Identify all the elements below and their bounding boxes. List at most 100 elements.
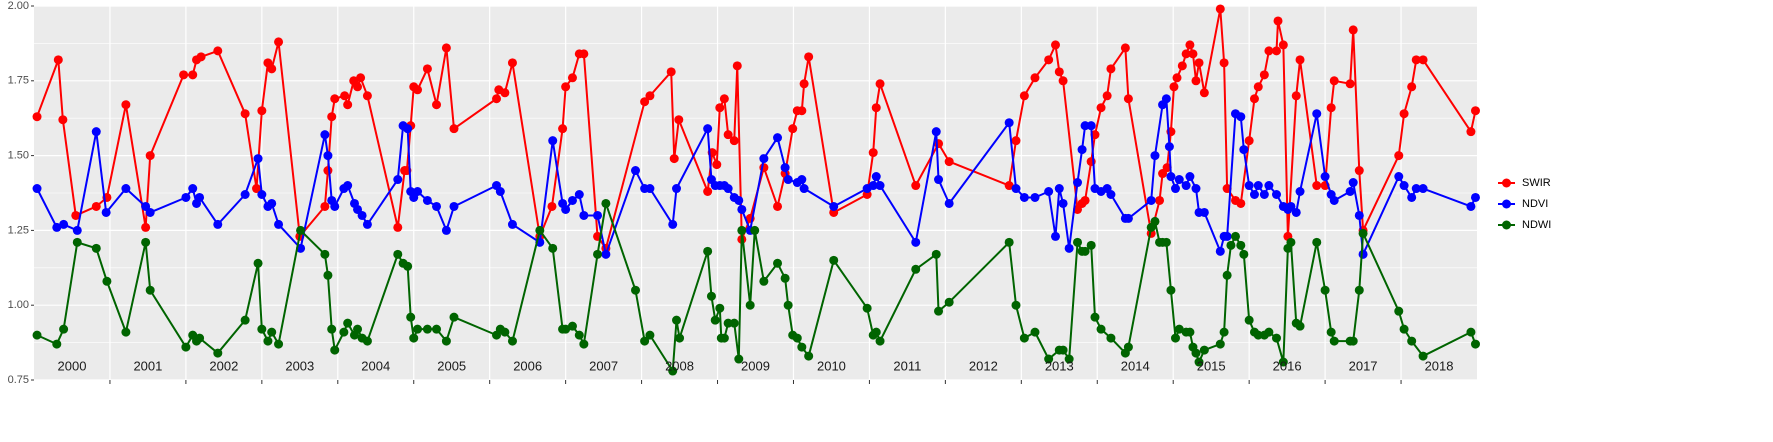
data-point bbox=[593, 210, 603, 220]
data-point bbox=[944, 198, 954, 208]
data-point bbox=[1295, 321, 1305, 331]
data-point bbox=[792, 333, 802, 343]
year-label: 2007 bbox=[589, 358, 618, 373]
data-point bbox=[1295, 55, 1305, 65]
data-point bbox=[1044, 55, 1054, 65]
data-point bbox=[1271, 189, 1281, 199]
data-point bbox=[715, 103, 725, 113]
data-point bbox=[1215, 246, 1225, 256]
data-point bbox=[1106, 189, 1116, 199]
data-point bbox=[1271, 333, 1281, 343]
data-point bbox=[567, 321, 577, 331]
data-point bbox=[340, 91, 350, 101]
data-point bbox=[1399, 109, 1409, 119]
data-point bbox=[1058, 198, 1068, 208]
data-point bbox=[1054, 67, 1064, 77]
data-point bbox=[1278, 357, 1288, 367]
year-label: 2000 bbox=[58, 358, 87, 373]
data-point bbox=[703, 187, 713, 197]
data-point bbox=[32, 184, 42, 194]
data-point bbox=[257, 324, 267, 334]
data-point bbox=[188, 184, 198, 194]
data-point bbox=[1418, 351, 1428, 361]
data-point bbox=[1215, 339, 1225, 349]
data-point bbox=[1170, 333, 1180, 343]
data-point bbox=[1244, 315, 1254, 325]
data-point bbox=[1161, 94, 1171, 104]
data-point bbox=[327, 112, 337, 122]
data-point bbox=[1394, 172, 1404, 182]
data-point bbox=[1044, 354, 1054, 364]
data-point bbox=[780, 163, 790, 173]
y-tick-label: 1.75 bbox=[8, 75, 29, 87]
year-label: 2012 bbox=[969, 358, 998, 373]
data-point bbox=[1249, 94, 1259, 104]
data-point bbox=[1329, 76, 1339, 86]
series-line bbox=[36, 97, 1477, 256]
data-point bbox=[675, 333, 685, 343]
data-point bbox=[706, 291, 716, 301]
data-point bbox=[567, 73, 577, 83]
year-label: 2014 bbox=[1121, 358, 1150, 373]
data-point bbox=[253, 154, 263, 164]
year-label: 2003 bbox=[285, 358, 314, 373]
data-point bbox=[1073, 178, 1083, 188]
data-point bbox=[59, 219, 69, 229]
data-point bbox=[1166, 172, 1176, 182]
data-point bbox=[343, 100, 353, 110]
legend: SWIR NDVI NDWI bbox=[1498, 177, 1551, 231]
data-point bbox=[1399, 181, 1409, 191]
data-point bbox=[1312, 109, 1322, 119]
data-point bbox=[773, 201, 783, 211]
data-point bbox=[737, 204, 747, 214]
data-point bbox=[1191, 348, 1201, 358]
year-label: 2016 bbox=[1273, 358, 1302, 373]
data-point bbox=[59, 324, 69, 334]
data-point bbox=[561, 324, 571, 334]
data-point bbox=[911, 237, 921, 247]
data-point bbox=[1411, 55, 1421, 65]
data-point bbox=[253, 258, 263, 268]
year-label: 2011 bbox=[893, 358, 921, 373]
data-point bbox=[601, 249, 611, 259]
data-point bbox=[356, 73, 366, 83]
data-point bbox=[719, 94, 729, 104]
data-point bbox=[1348, 336, 1358, 346]
data-point bbox=[1181, 181, 1191, 191]
data-point bbox=[274, 37, 284, 47]
data-point bbox=[432, 100, 442, 110]
data-point bbox=[574, 330, 584, 340]
data-point bbox=[1358, 249, 1368, 259]
data-point bbox=[561, 82, 571, 92]
data-point bbox=[1106, 64, 1116, 74]
data-point bbox=[674, 115, 684, 125]
data-point bbox=[52, 339, 62, 349]
data-point bbox=[1418, 184, 1428, 194]
data-point bbox=[1348, 25, 1358, 35]
data-point bbox=[1407, 82, 1417, 92]
data-point bbox=[1086, 121, 1096, 131]
data-point bbox=[409, 333, 419, 343]
data-point bbox=[1050, 231, 1060, 241]
y-tick-label: 0.75 bbox=[8, 374, 29, 386]
data-point bbox=[406, 312, 416, 322]
year-label: 2002 bbox=[209, 358, 238, 373]
data-point bbox=[1123, 213, 1133, 223]
data-point bbox=[1407, 336, 1417, 346]
data-point bbox=[1411, 184, 1421, 194]
data-point bbox=[179, 70, 189, 80]
data-point bbox=[1150, 216, 1160, 226]
data-point bbox=[1222, 231, 1232, 241]
data-point bbox=[759, 276, 769, 286]
data-point bbox=[797, 175, 807, 185]
data-point bbox=[1199, 207, 1209, 217]
data-point bbox=[1019, 333, 1029, 343]
data-point bbox=[362, 219, 372, 229]
data-point bbox=[1239, 145, 1249, 155]
data-point bbox=[745, 300, 755, 310]
data-point bbox=[931, 127, 941, 137]
data-point bbox=[737, 225, 747, 235]
data-point bbox=[72, 237, 82, 247]
data-point bbox=[829, 201, 839, 211]
year-label: 2009 bbox=[741, 358, 770, 373]
